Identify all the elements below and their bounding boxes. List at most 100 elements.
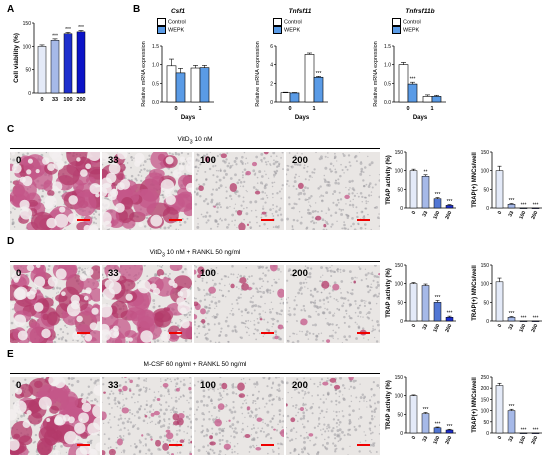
stained-cell — [85, 176, 96, 185]
cell-speck — [279, 207, 282, 210]
stained-cell — [244, 434, 251, 439]
cell-speck — [342, 154, 346, 157]
cell-speck — [179, 451, 182, 454]
cell-speck — [371, 431, 374, 434]
stained-cell — [118, 278, 136, 291]
cell-speck — [225, 196, 228, 200]
cell-speck — [341, 384, 345, 387]
cell-speck — [296, 340, 300, 343]
cell-speck — [212, 165, 215, 168]
y-axis-label: Relative mRNA expression — [255, 41, 261, 106]
cell-speck — [313, 382, 316, 385]
cell-speck — [211, 157, 215, 160]
cell-speck — [352, 198, 354, 201]
cell-speck — [324, 307, 326, 310]
stained-cell — [209, 435, 213, 440]
x-tick-label: 200 — [444, 323, 453, 333]
stained-cell — [214, 418, 222, 427]
cell-speck — [143, 160, 147, 163]
cell-speck — [250, 427, 253, 430]
cell-speck — [111, 407, 113, 409]
cell-speck — [103, 433, 106, 436]
cell-speck — [228, 162, 231, 165]
cell-speck — [358, 450, 361, 453]
cell-speck — [286, 183, 288, 186]
cell-speck — [255, 403, 257, 405]
y-tick-label: 150 — [481, 397, 490, 403]
stained-cell — [150, 438, 153, 441]
cell-speck — [125, 340, 128, 343]
cell-speck — [252, 169, 256, 173]
cell-speck — [310, 301, 312, 303]
cell-speck — [278, 163, 281, 166]
cell-speck — [332, 329, 334, 332]
cell-speck — [214, 432, 218, 436]
cell-speck — [223, 427, 226, 430]
cell-speck — [188, 441, 191, 445]
y-tick-label: 150 — [23, 21, 32, 27]
cell-speck — [324, 219, 326, 222]
cell-speck — [353, 228, 357, 230]
cell-speck — [376, 400, 380, 404]
cell-speck — [175, 396, 177, 399]
cell-speck — [345, 214, 349, 217]
cell-speck — [277, 389, 281, 393]
cell-speck — [321, 311, 325, 315]
cell-speck — [201, 277, 204, 280]
cell-speck — [77, 439, 79, 441]
cell-speck — [167, 390, 170, 393]
cell-speck — [281, 188, 283, 190]
cell-speck — [262, 430, 265, 433]
cell-speck — [140, 169, 143, 172]
stained-cell — [229, 182, 238, 192]
cell-speck — [343, 321, 346, 324]
cell-speck — [287, 313, 289, 316]
cell-speck — [206, 211, 209, 214]
cell-speck — [179, 380, 182, 383]
cell-speck — [188, 401, 190, 404]
cell-speck — [367, 185, 371, 188]
cell-speck — [308, 275, 312, 279]
cell-speck — [162, 441, 165, 443]
cell-speck — [280, 380, 284, 383]
cell-speck — [295, 437, 297, 440]
cell-speck — [128, 228, 132, 230]
cell-speck — [357, 326, 361, 330]
cell-speck — [304, 403, 307, 406]
cell-speck — [126, 162, 129, 164]
cell-speck — [120, 429, 122, 431]
cell-speck — [168, 417, 171, 421]
cell-speck — [370, 417, 374, 421]
cell-speck — [327, 394, 330, 396]
vacuole — [10, 439, 20, 451]
cell-speck — [201, 431, 204, 433]
cell-speck — [348, 161, 351, 164]
cell-speck — [293, 448, 297, 452]
cell-speck — [10, 437, 12, 440]
cell-speck — [205, 221, 208, 224]
vacuole — [78, 412, 89, 424]
cell-speck — [262, 377, 266, 379]
cell-speck — [189, 451, 192, 454]
cell-speck — [10, 210, 12, 214]
cell-speck — [174, 399, 178, 403]
cell-speck — [371, 388, 373, 390]
stained-cell — [239, 277, 247, 284]
cell-speck — [255, 209, 257, 212]
x-tick-label: 0 — [406, 106, 409, 112]
cell-speck — [263, 222, 266, 226]
cell-speck — [130, 445, 132, 447]
cell-speck — [282, 168, 284, 171]
cell-speck — [52, 297, 54, 299]
cell-speck — [145, 389, 148, 391]
cell-speck — [196, 286, 199, 289]
y-axis-label: TRAP(+) MNCs/well — [472, 265, 478, 321]
cell-speck — [367, 200, 369, 203]
cell-speck — [205, 311, 209, 315]
cell-speck — [291, 428, 293, 431]
panel-label-c: C — [7, 124, 15, 135]
cell-speck — [197, 217, 199, 220]
cell-speck — [320, 210, 323, 213]
cell-speck — [264, 192, 266, 194]
